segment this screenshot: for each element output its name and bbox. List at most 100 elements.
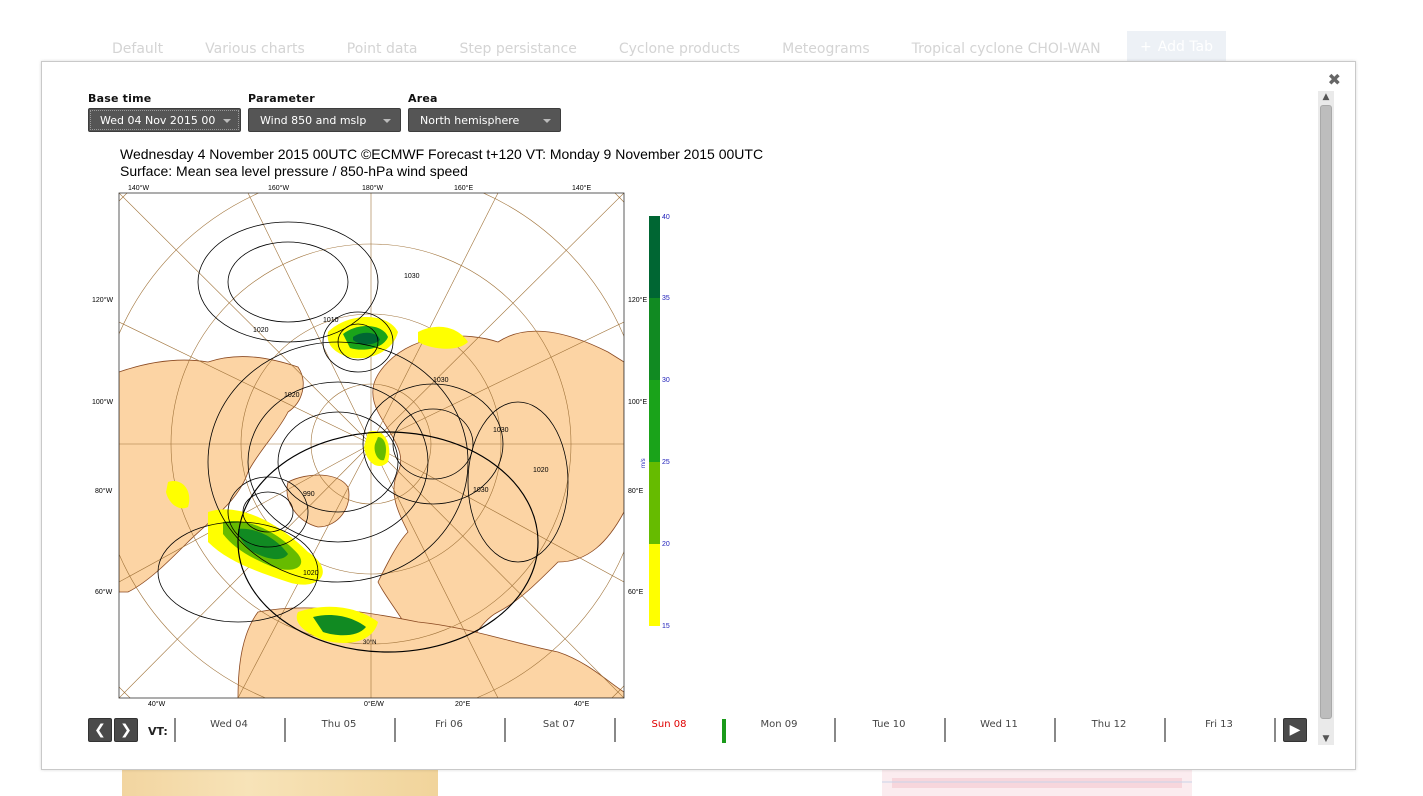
legend-swatch xyxy=(649,544,660,626)
parameter-value: Wind 850 and mslp xyxy=(260,113,367,127)
timeline-tick xyxy=(834,718,836,742)
tab-step-persistance[interactable]: Step persistance xyxy=(459,41,577,57)
lat-label-left: 80°W xyxy=(95,487,113,495)
lon-label-bottom: 40°E xyxy=(574,700,590,708)
base-time-group: Base time Wed 04 Nov 2015 00 ... xyxy=(88,92,241,132)
add-tab-button[interactable]: + Add Tab xyxy=(1127,31,1226,62)
chevron-down-icon xyxy=(223,119,231,123)
timeline-day[interactable]: Sat 07 xyxy=(542,719,576,730)
tab-point-data[interactable]: Point data xyxy=(346,41,418,57)
wind-shading xyxy=(166,317,468,643)
timeline-day[interactable]: Fri 13 xyxy=(1205,719,1233,730)
legend-value: 15 xyxy=(662,623,670,630)
lon-label-top: 180°W xyxy=(362,184,383,192)
legend-value: 20 xyxy=(662,541,670,548)
timeline-tick xyxy=(284,718,286,742)
legend-swatch xyxy=(649,380,660,462)
isobar-label: 1010 xyxy=(323,317,339,324)
chevron-left-icon: ❮ xyxy=(94,722,106,738)
isobar-label: 1030 xyxy=(493,427,509,434)
chevron-right-icon: ❯ xyxy=(120,722,132,738)
add-tab-label: Add Tab xyxy=(1157,38,1213,55)
play-button[interactable]: ▶ xyxy=(1283,718,1307,742)
chart-title-line2: Surface: Mean sea level pressure / 850-h… xyxy=(120,163,468,179)
timeline-day[interactable]: Thu 05 xyxy=(321,719,357,730)
lat-label-left: 100°W xyxy=(92,398,113,406)
timeline-day[interactable]: Wed 04 xyxy=(210,719,248,730)
lon-label-bottom: 40°W xyxy=(148,700,166,708)
chart-title: Wednesday 4 November 2015 00UTC ©ECMWF F… xyxy=(120,146,763,180)
forecast-map: 140°W 160°W 180°W 160°E 140°E 120°W 100°… xyxy=(92,184,670,708)
plus-icon: + xyxy=(1140,38,1152,55)
next-step-button[interactable]: ❯ xyxy=(114,718,138,742)
tab-bar: Default Various charts Point data Step p… xyxy=(112,38,1143,60)
lon-label-bottom: 20°E xyxy=(455,700,471,708)
isobar-label: 1020 xyxy=(284,392,300,399)
lat-label-right: 60°E xyxy=(628,588,644,596)
timeline-cursor[interactable] xyxy=(722,719,726,743)
previous-step-button[interactable]: ❮ xyxy=(88,718,112,742)
tab-meteograms[interactable]: Meteograms xyxy=(782,41,870,57)
chart-title-line1: Wednesday 4 November 2015 00UTC ©ECMWF F… xyxy=(120,146,764,162)
lat-label-right: 120°E xyxy=(628,296,647,304)
map-frame xyxy=(118,192,625,699)
legend-value: 40 xyxy=(662,214,670,221)
area-select[interactable]: North hemisphere xyxy=(408,108,561,132)
isobar-label: 1020 xyxy=(533,467,549,474)
timeline-day[interactable]: Mon 09 xyxy=(760,719,798,730)
chart-viewer-dialog: ✖ Base time Wed 04 Nov 2015 00 ... Param… xyxy=(41,61,1356,770)
background-map-thumbnail xyxy=(122,768,438,796)
vertical-scrollbar[interactable]: ▲ ▼ xyxy=(1318,91,1334,745)
parameter-select[interactable]: Wind 850 and mslp xyxy=(248,108,401,132)
lat-label-left: 120°W xyxy=(92,296,113,304)
isobar-label: 1020 xyxy=(303,570,319,577)
legend-swatch xyxy=(649,462,660,544)
lon-label-top: 160°E xyxy=(454,184,473,192)
tab-cyclone-products[interactable]: Cyclone products xyxy=(618,41,741,57)
timeline-tick xyxy=(1274,718,1276,742)
timeline-day[interactable]: Tue 10 xyxy=(872,719,906,730)
isobar-label: 1030 xyxy=(433,377,449,384)
timeline-tick xyxy=(1054,718,1056,742)
tab-various-charts[interactable]: Various charts xyxy=(205,41,305,57)
legend-value: 30 xyxy=(662,377,670,384)
lon-label-top: 140°W xyxy=(128,184,149,192)
isobar-label: 1030 xyxy=(473,487,489,494)
legend-swatch xyxy=(649,216,660,298)
parameter-label: Parameter xyxy=(248,92,315,105)
play-icon: ▶ xyxy=(1289,722,1301,738)
chevron-down-icon xyxy=(543,119,551,123)
wind-speed-legend: 40 35 30 25 20 15 m/s xyxy=(641,214,670,630)
base-time-select[interactable]: Wed 04 Nov 2015 00 ... xyxy=(88,108,241,132)
scroll-up-icon[interactable]: ▲ xyxy=(1322,92,1330,102)
timeline-day-highlighted[interactable]: Sun 08 xyxy=(651,719,687,730)
tab-default[interactable]: Default xyxy=(112,41,164,57)
timeline-tick xyxy=(1164,718,1166,742)
legend-value: 25 xyxy=(662,459,670,466)
lat-label-left: 60°W xyxy=(95,588,113,596)
close-icon[interactable]: ✖ xyxy=(1327,70,1341,89)
legend-unit: m/s xyxy=(641,458,647,468)
timeline-tick xyxy=(614,718,616,742)
timeline-day[interactable]: Fri 06 xyxy=(435,719,463,730)
timeline-day[interactable]: Thu 12 xyxy=(1091,719,1127,730)
parameter-group: Parameter Wind 850 and mslp xyxy=(248,92,401,132)
scroll-down-icon[interactable]: ▼ xyxy=(1322,734,1330,744)
land-greenland xyxy=(286,474,350,528)
lat-label-right: 80°E xyxy=(628,487,644,495)
lon-label-bottom: 0°E/W xyxy=(364,700,384,708)
valid-time-timeline[interactable]: Wed 04 Thu 05 Fri 06 Sat 07 Sun 08 Mon 0… xyxy=(174,718,1277,744)
base-time-value: Wed 04 Nov 2015 00 ... xyxy=(100,113,218,127)
chevron-down-icon xyxy=(383,119,391,123)
lon-label-top: 160°W xyxy=(268,184,289,192)
timeline-day[interactable]: Wed 11 xyxy=(980,719,1018,730)
scrollbar-thumb[interactable] xyxy=(1320,105,1332,719)
isobar-label: 1030 xyxy=(404,273,420,280)
tab-tropical-cyclone[interactable]: Tropical cyclone CHOI-WAN xyxy=(911,41,1101,57)
timeline-tick xyxy=(394,718,396,742)
land-north-america xyxy=(119,356,304,593)
lat-label-right: 100°E xyxy=(628,398,647,406)
legend-value: 35 xyxy=(662,295,670,302)
timeline-tick xyxy=(174,718,176,742)
legend-swatch xyxy=(649,298,660,380)
